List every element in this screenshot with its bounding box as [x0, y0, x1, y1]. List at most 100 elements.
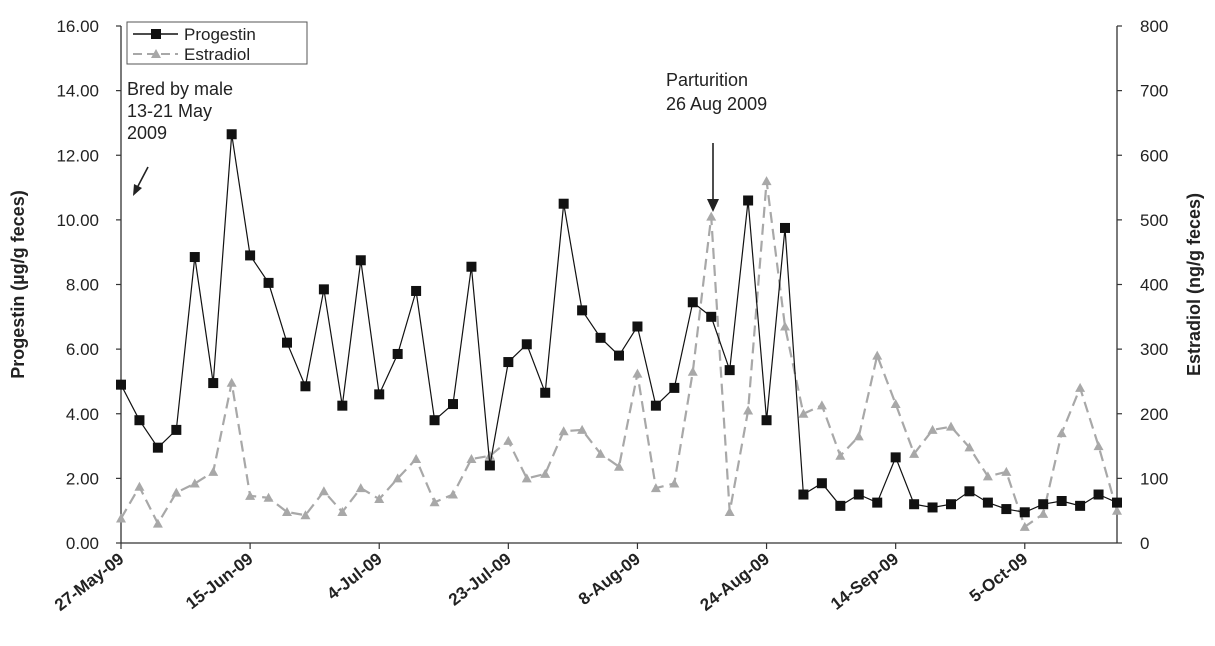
y-right-axis-title: Estradiol (ng/g feces)	[1184, 193, 1204, 376]
y-left-tick-label: 14.00	[56, 82, 99, 101]
progestin-point	[503, 357, 514, 368]
estradiol-point	[1075, 382, 1086, 392]
progestin-point	[411, 285, 422, 296]
progestin-point	[872, 497, 883, 508]
annotation-bred-arrowhead	[133, 184, 142, 196]
y-right-tick-label: 300	[1140, 340, 1168, 359]
progestin-point	[761, 415, 772, 426]
estradiol-point	[263, 492, 274, 502]
estradiol-point	[650, 483, 661, 493]
progestin-point	[466, 261, 477, 272]
progestin-point	[134, 415, 145, 426]
estradiol-point	[189, 478, 200, 488]
annotation-parturition-arrowhead	[707, 199, 719, 212]
progestin-point	[318, 284, 329, 295]
estradiol-point	[1001, 466, 1012, 476]
progestin-point	[355, 255, 366, 266]
annotation-bred-arrow	[136, 166, 149, 189]
estradiol-point	[632, 368, 643, 378]
legend-progestin-marker	[151, 29, 161, 39]
estradiol-point	[890, 399, 901, 409]
y-right-tick-label: 500	[1140, 211, 1168, 230]
estradiol-point	[540, 468, 551, 478]
progestin-point	[558, 198, 569, 209]
x-tick-label: 5-Oct-09	[966, 549, 1031, 606]
y-left-tick-label: 16.00	[56, 17, 99, 36]
estradiol-point	[724, 506, 735, 516]
progestin-point	[1075, 500, 1086, 511]
annotation-parturition-text: 26 Aug 2009	[666, 94, 767, 114]
progestin-point	[853, 489, 864, 500]
estradiol-point	[872, 350, 883, 360]
annotation-bred-text: 2009	[127, 123, 167, 143]
estradiol-point	[1038, 508, 1049, 518]
progestin-point	[540, 387, 551, 398]
progestin-point	[946, 499, 956, 510]
estradiol-point	[835, 450, 846, 460]
x-tick-label: 8-Aug-09	[575, 549, 644, 609]
progestin-point	[614, 350, 624, 361]
y-left-tick-label: 12.00	[56, 146, 99, 165]
progestin-point	[116, 379, 126, 390]
estradiol-point	[171, 487, 182, 497]
progestin-point	[429, 415, 440, 426]
progestin-point	[964, 486, 975, 497]
estradiol-point	[909, 448, 920, 458]
progestin-point	[152, 442, 163, 453]
progestin-point	[1093, 489, 1104, 500]
progestin-point	[1001, 504, 1012, 515]
progestin-point	[835, 500, 846, 511]
estradiol-point	[503, 435, 514, 445]
progestin-point	[226, 129, 237, 140]
estradiol-point	[355, 483, 366, 493]
estradiol-point	[208, 466, 219, 476]
progestin-point	[521, 339, 532, 350]
estradiol-point	[780, 321, 790, 331]
estradiol-point	[706, 211, 717, 221]
progestin-point	[632, 321, 643, 332]
axes: 0.00 2.00 4.00 6.00 8.00 10.00 12.00 14.00 16.00…	[8, 17, 1204, 615]
series-estradiol	[116, 176, 1122, 531]
progestin-point	[282, 337, 292, 348]
estradiol-point	[411, 453, 422, 463]
y-right-tick-label: 400	[1140, 276, 1168, 295]
estradiol-point	[152, 518, 163, 528]
progestin-point	[669, 382, 680, 393]
estradiol-point	[577, 424, 588, 434]
legend-progestin-label: Progestin	[184, 25, 256, 44]
progestin-point	[706, 311, 717, 322]
progestin-point	[448, 399, 458, 410]
progestin-point	[337, 400, 348, 411]
progestin-point	[780, 222, 790, 233]
y-left-tick-label: 6.00	[66, 340, 99, 359]
progestin-point	[890, 452, 901, 463]
progestin-point	[743, 195, 754, 206]
progestin-point	[595, 332, 606, 343]
progestin-point	[1056, 495, 1067, 506]
estradiol-point	[927, 424, 938, 434]
y-right-tick-label: 100	[1140, 469, 1168, 488]
estradiol-point	[853, 431, 864, 441]
legend-estradiol-label: Estradiol	[184, 45, 250, 64]
estradiol-point	[946, 421, 956, 431]
x-tick-label: 27-May-09	[51, 549, 127, 615]
progestin-point	[1038, 499, 1049, 510]
progestin-point	[650, 400, 661, 411]
progestin-point	[687, 297, 698, 308]
y-right-tick-label: 200	[1140, 405, 1168, 424]
estradiol-point	[1093, 441, 1104, 451]
annotation-bred-text: 13-21 May	[127, 101, 212, 121]
progestin-line	[120, 134, 1118, 513]
estradiol-point	[558, 426, 569, 436]
estradiol-point	[614, 461, 624, 471]
y-left-tick-label: 0.00	[66, 534, 99, 553]
x-tick-label: 14-Sep-09	[827, 549, 902, 613]
estradiol-point	[448, 489, 458, 499]
estradiol-point	[245, 490, 256, 500]
progestin-point	[816, 478, 827, 489]
y-left-tick-label: 4.00	[66, 405, 99, 424]
progestin-point	[724, 365, 735, 376]
